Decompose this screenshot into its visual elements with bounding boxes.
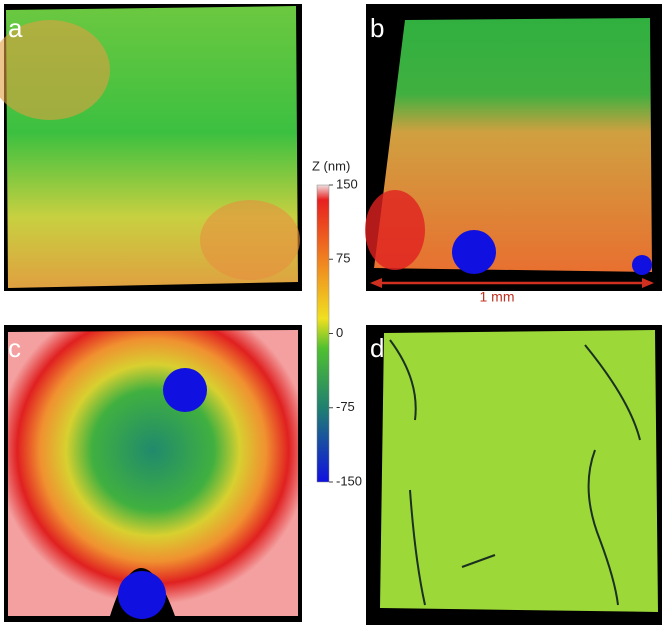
tick-label: -150 (336, 473, 362, 488)
colorbar-title: Z (nm) (312, 158, 350, 173)
tick-label: 150 (336, 176, 358, 191)
scale-bar: 1 mm (370, 278, 654, 305)
panel-label: b (370, 13, 384, 43)
tick-label: 0 (336, 325, 343, 340)
panel-label: a (8, 13, 23, 43)
tick-label: -75 (336, 399, 355, 414)
panel-d: d (366, 325, 662, 625)
panel-c: c (4, 325, 302, 622)
panel-a: a (0, 4, 302, 291)
figure: a b 1 mm c d Z (nm) 150 75 0 -75 -150 (0, 0, 665, 627)
colorbar: Z (nm) 150 75 0 -75 -150 (312, 158, 362, 488)
panel-b: b (365, 4, 662, 291)
scale-label: 1 mm (480, 289, 515, 305)
panel-label: d (370, 333, 384, 363)
tick-label: 75 (336, 251, 350, 266)
panel-label: c (8, 333, 21, 363)
